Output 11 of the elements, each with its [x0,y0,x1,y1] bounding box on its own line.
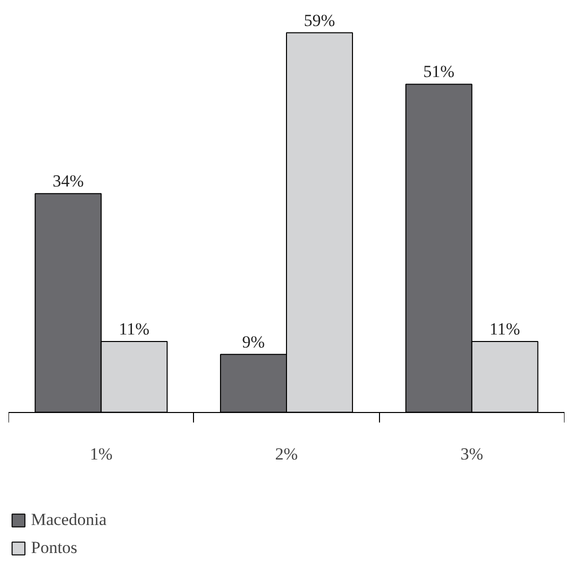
data-label: 59% [304,10,336,30]
data-label: 11% [490,320,520,339]
data-label: 11% [118,320,150,339]
data-label: 51% [423,62,454,82]
legend-label: Pontos [31,538,78,558]
x-tick-label: 3% [460,444,484,464]
x-tick-label: 1% [90,444,113,464]
data-label: 34% [52,172,84,191]
legend-label: Macedonia [31,510,107,530]
x-tick-label: 2% [275,444,298,464]
data-label: 9% [242,332,265,352]
